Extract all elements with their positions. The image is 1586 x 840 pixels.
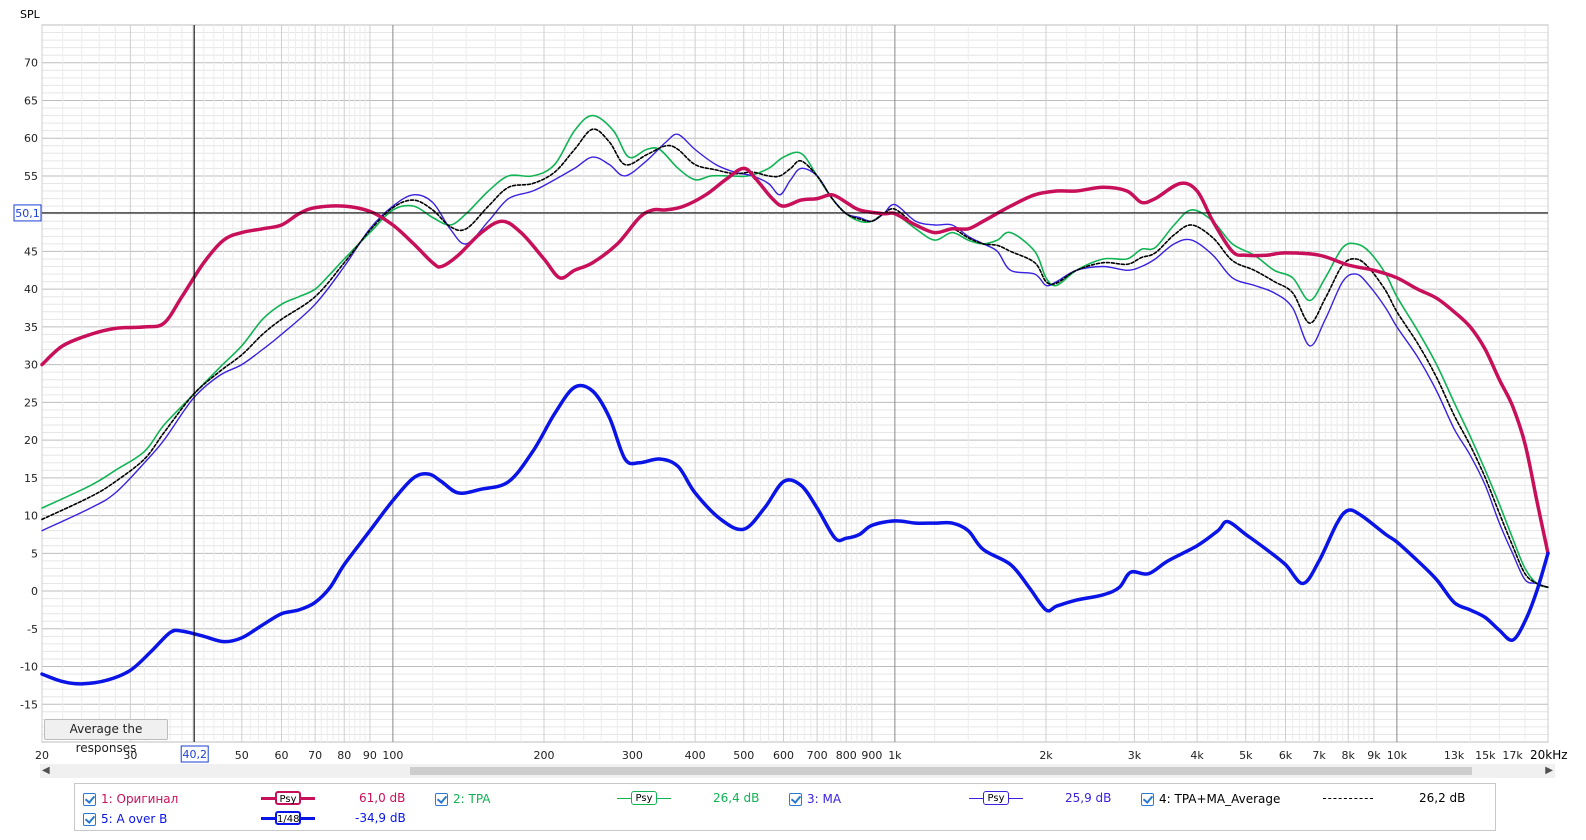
- legend-item-ma[interactable]: 3: MA: [789, 790, 841, 808]
- x-tick-label: 300: [622, 749, 643, 762]
- legend-panel: 1: Оригинал Psy 61,0 dB 2: TPA Psy 26,4 …: [74, 783, 1496, 831]
- legend-style-label: Psy: [631, 791, 657, 805]
- x-tick-label: 13k: [1444, 749, 1465, 762]
- y-tick-label: 5: [31, 547, 38, 560]
- legend-value: -34,9 dB: [355, 811, 406, 825]
- x-tick-label: 4k: [1190, 749, 1204, 762]
- x-tick-label: 9k: [1367, 749, 1381, 762]
- tick-labels: 70656055454035302520151050-5-10-15203050…: [20, 57, 1523, 762]
- y-tick-label: 70: [24, 57, 38, 70]
- scroll-right-icon[interactable]: ▶: [1545, 765, 1553, 776]
- y-tick-label: -10: [20, 661, 38, 674]
- y-tick-label: -15: [20, 698, 38, 711]
- legend-swatch-original[interactable]: Psy: [261, 790, 315, 808]
- legend-item-average[interactable]: 4: TPA+MA_Average: [1141, 790, 1280, 808]
- legend-item-original[interactable]: 1: Оригинал: [83, 790, 178, 808]
- series-line-1: [40, 166, 1550, 556]
- x-tick-label: 900: [861, 749, 882, 762]
- legend-swatch-ma[interactable]: Psy: [969, 790, 1023, 808]
- y-tick-label: 45: [24, 245, 38, 258]
- scroll-left-icon[interactable]: ◀: [42, 765, 50, 776]
- horizontal-scrollbar[interactable]: ◀ ▶: [40, 764, 1555, 778]
- x-tick-label: 800: [836, 749, 857, 762]
- y-tick-label: 40: [24, 283, 38, 296]
- legend-swatch-average[interactable]: [1323, 790, 1373, 808]
- y-tick-label: 55: [24, 170, 38, 183]
- legend-label: 5: A over B: [101, 812, 168, 826]
- series-lines: [40, 114, 1550, 686]
- x-axis-unit-label: 20kHz: [1530, 748, 1568, 762]
- legend-style-label: Psy: [983, 791, 1009, 805]
- cursor-y-readout: 50,1: [15, 207, 40, 220]
- x-tick-label: 7k: [1312, 749, 1326, 762]
- checkbox-icon[interactable]: [789, 792, 802, 806]
- x-tick-label: 1k: [888, 749, 902, 762]
- x-tick-label: 60: [275, 749, 289, 762]
- grid: [41, 24, 1549, 743]
- x-tick-label: 6k: [1279, 749, 1293, 762]
- checkbox-icon[interactable]: [83, 812, 96, 826]
- x-tick-label: 30: [123, 749, 137, 762]
- y-tick-label: 0: [31, 585, 38, 598]
- x-tick-label: 200: [534, 749, 555, 762]
- cursor-x-readout-box: [180, 745, 209, 763]
- legend-label: 2: TPA: [453, 792, 491, 806]
- y-tick-label: 30: [24, 359, 38, 372]
- x-tick-label: 50: [235, 749, 249, 762]
- legend-item-tpa[interactable]: 2: TPA: [435, 790, 491, 808]
- x-tick-label: 5k: [1239, 749, 1253, 762]
- legend-label: 1: Оригинал: [101, 792, 179, 806]
- series-line-2: [41, 114, 1549, 589]
- legend-value: 25,9 dB: [1065, 791, 1112, 805]
- average-responses-button[interactable]: Average the responses: [44, 719, 168, 755]
- scroll-thumb[interactable]: [410, 767, 1472, 775]
- x-tick-label: 700: [807, 749, 828, 762]
- legend-value: 61,0 dB: [359, 791, 406, 805]
- checkbox-icon[interactable]: [1141, 792, 1154, 806]
- x-tick-label: 10k: [1387, 749, 1408, 762]
- checkbox-icon[interactable]: [83, 792, 96, 806]
- legend-value: 26,4 dB: [713, 791, 760, 805]
- legend-label: 3: MA: [807, 792, 842, 806]
- series-line-5: [40, 383, 1550, 686]
- legend-item-a-over-b[interactable]: 5: A over B: [83, 810, 167, 828]
- y-tick-label: 65: [24, 94, 38, 107]
- legend-swatch-a-over-b[interactable]: 1/48: [261, 810, 315, 828]
- legend-style-label: 1/48: [275, 811, 301, 825]
- y-tick-label: 15: [24, 472, 38, 485]
- legend-swatch-tpa[interactable]: Psy: [617, 790, 671, 808]
- cursor-x-readout: 40,2: [182, 748, 207, 761]
- y-tick-label: 25: [24, 396, 38, 409]
- checkbox-icon[interactable]: [435, 792, 448, 806]
- y-tick-label: -5: [27, 623, 38, 636]
- legend-style-label: Psy: [275, 791, 301, 805]
- legend-value: 26,2 dB: [1419, 791, 1466, 805]
- legend-label: 4: TPA+MA_Average: [1159, 792, 1281, 806]
- plot-area: [41, 24, 1549, 743]
- x-tick-label: 600: [773, 749, 794, 762]
- x-tick-label: 500: [733, 749, 754, 762]
- x-tick-label: 100: [382, 749, 403, 762]
- y-tick-label: 35: [24, 321, 38, 334]
- x-tick-label: 17k: [1502, 749, 1523, 762]
- x-tick-label: 8k: [1342, 749, 1356, 762]
- cursor-crosshair[interactable]: 50,1 40,2: [13, 25, 1548, 763]
- y-tick-label: 10: [24, 510, 38, 523]
- x-tick-label: 3k: [1128, 749, 1142, 762]
- x-tick-label: 20: [35, 749, 49, 762]
- x-tick-label: 80: [337, 749, 351, 762]
- x-tick-label: 70: [308, 749, 322, 762]
- x-tick-label: 15k: [1475, 749, 1496, 762]
- series-line-4: [41, 128, 1549, 589]
- y-tick-label: 60: [24, 132, 38, 145]
- y-tick-label: 20: [24, 434, 38, 447]
- y-axis-label: SPL: [20, 8, 41, 21]
- x-tick-label: 90: [363, 749, 377, 762]
- x-tick-label: 2k: [1039, 749, 1053, 762]
- cursor-y-readout-box: [13, 204, 42, 222]
- x-tick-label: 400: [685, 749, 706, 762]
